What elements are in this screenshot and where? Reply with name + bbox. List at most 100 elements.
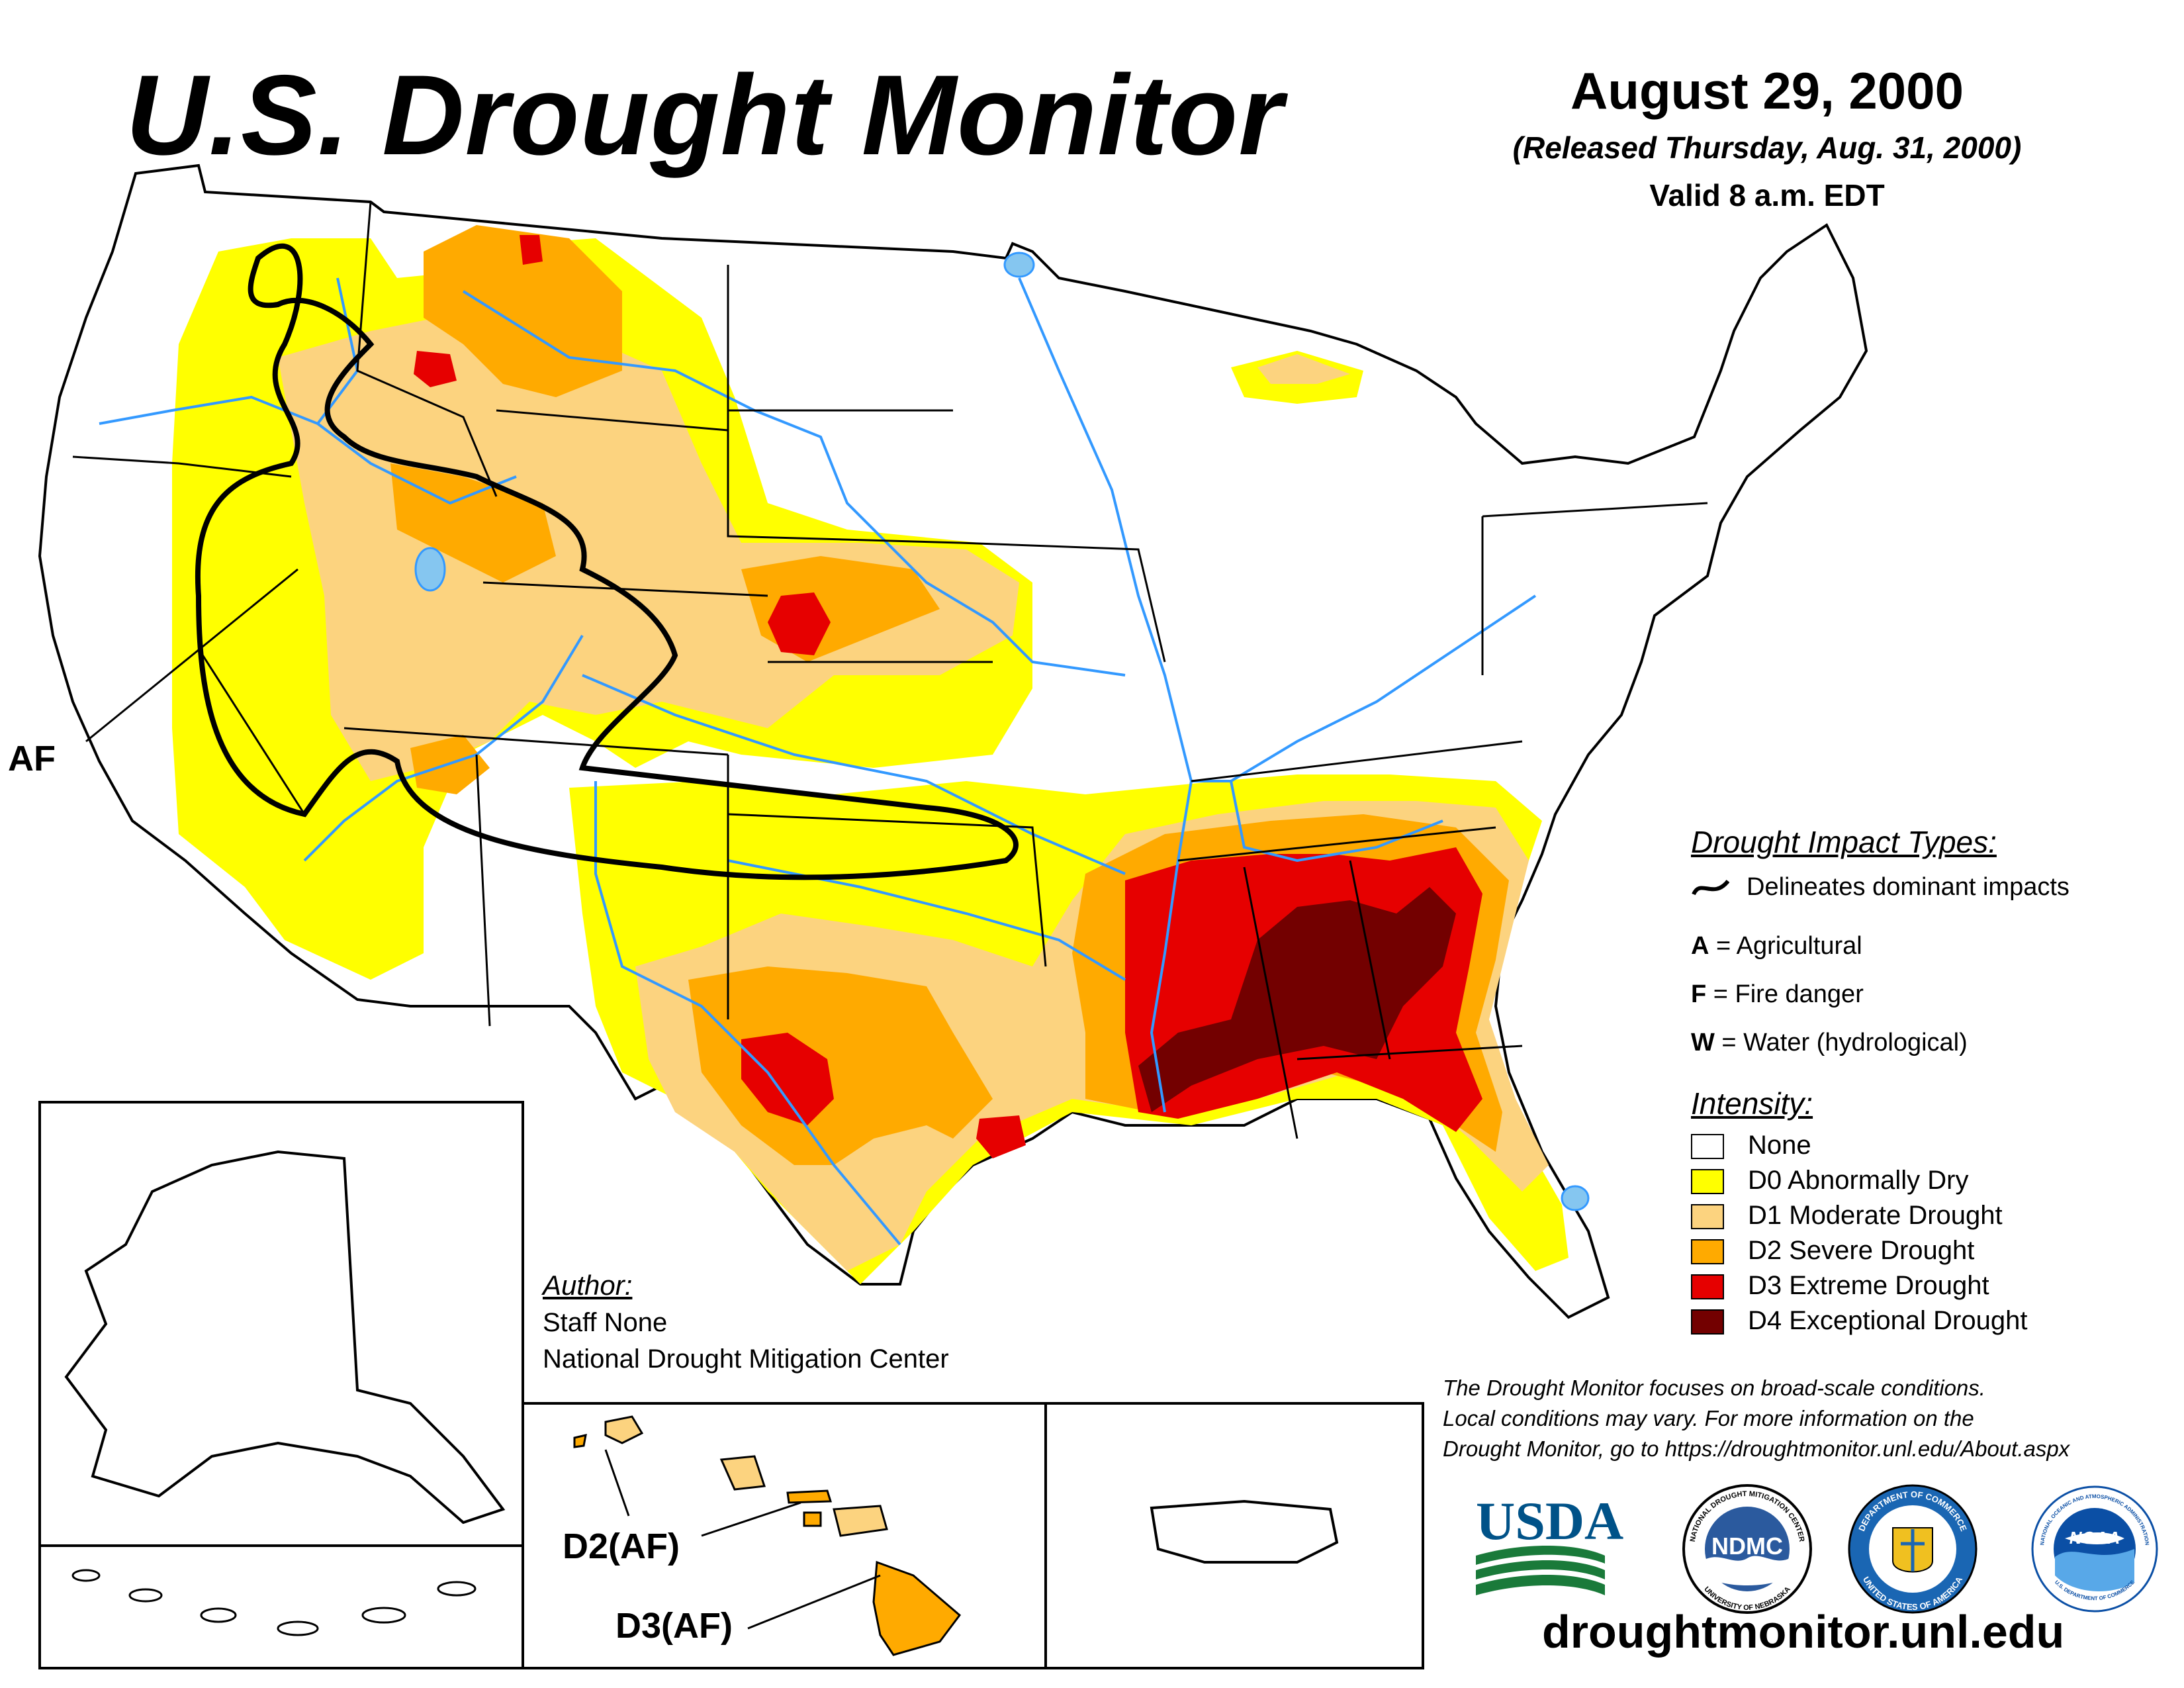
author-heading: Author: — [543, 1270, 633, 1301]
swatch-d3 — [1691, 1274, 1724, 1300]
aleutian-island — [437, 1581, 477, 1597]
valid-time: Valid 8 a.m. EDT — [1649, 178, 1885, 212]
d3-houston-spot — [976, 1115, 1026, 1158]
lake-of-the-woods — [1003, 252, 1035, 278]
border-wa-or — [72, 455, 292, 478]
intensity-row-d4: D4 Exceptional Drought — [1691, 1306, 2027, 1336]
river-colorado — [303, 634, 584, 862]
impact-line-symbol — [1692, 879, 1730, 896]
label-d3-af: D3(AF) — [615, 1606, 733, 1646]
d1-west-area — [278, 311, 1019, 781]
aleutians-inset-frame — [38, 1544, 524, 1669]
aleutian-island — [200, 1607, 237, 1623]
puerto-rico-outline — [1150, 1499, 1339, 1564]
border-ny-pa — [1482, 502, 1708, 518]
border-id-mt — [356, 201, 498, 497]
noaa-logo: NOAA NATIONAL OCEANIC AND ATMOSPHERIC AD… — [2031, 1485, 2158, 1613]
border-ut-az — [343, 727, 729, 756]
border-ga-fl — [1297, 1045, 1523, 1060]
impact-item-w: W = Water (hydrological) — [1691, 1029, 1968, 1056]
usda-logo: USDA — [1476, 1491, 1623, 1595]
border-tn — [1177, 826, 1496, 862]
d2-texas-area — [688, 966, 993, 1165]
swatch-d4 — [1691, 1309, 1724, 1335]
aleutian-island — [361, 1607, 406, 1624]
intensity-row-d0: D0 Abnormally Dry — [1691, 1166, 2027, 1196]
hawaii-island-kauai — [604, 1415, 644, 1444]
d3-texas-spot — [741, 1033, 834, 1125]
ndmc-wordmark: NDMC — [1711, 1532, 1783, 1560]
noaa-wordmark: NOAA — [2070, 1528, 2120, 1548]
intensity-row-d3: D3 Extreme Drought — [1691, 1271, 2027, 1301]
river-arkansas — [582, 674, 1126, 875]
release-date: (Released Thursday, Aug. 31, 2000) — [1512, 130, 2022, 165]
d2-montana-area — [424, 225, 622, 397]
website-url[interactable]: droughtmonitor.unl.edu — [1542, 1606, 2065, 1658]
aleutian-island — [128, 1588, 163, 1603]
d3-nebraska-spot — [768, 592, 831, 655]
author-org: National Drought Mitigation Center — [543, 1344, 949, 1374]
d1-michigan-up — [1257, 354, 1350, 384]
great-salt-lake — [414, 547, 446, 592]
impact-item-f: F = Fire danger — [1691, 980, 1864, 1008]
d3-leader-line — [747, 1574, 881, 1630]
border-ms-al — [1243, 867, 1298, 1139]
label-d2-af: D2(AF) — [563, 1526, 680, 1566]
commerce-seal: DEPARTMENT OF COMMERCE UNITED STATES OF … — [1848, 1484, 1978, 1614]
hawaii-island-lanai — [803, 1511, 822, 1527]
d2-leader-line-1 — [604, 1449, 630, 1517]
impact-legend: Drought Impact Types: Delineates dominan… — [1691, 824, 2070, 1057]
disclaimer-line: Drought Monitor, go to https://droughtmo… — [1443, 1436, 2070, 1461]
intensity-row-d1: D1 Moderate Drought — [1691, 1201, 2027, 1231]
swatch-d1 — [1691, 1204, 1724, 1230]
d4-areas — [1138, 887, 1456, 1112]
af-leader-lines — [85, 568, 306, 815]
intensity-row-none: None — [1691, 1131, 2027, 1160]
intensity-legend: Intensity: None D0 Abnormally Dry D1 Mod… — [1691, 1086, 2027, 1336]
label-af-west: AF — [8, 739, 56, 778]
map-date: August 29, 2000 — [1570, 62, 1964, 120]
river-ohio — [1191, 594, 1537, 782]
impact-types-heading: Drought Impact Types: — [1691, 825, 1997, 859]
impact-legend-row: Delineates dominant impacts — [1691, 873, 2070, 902]
puerto-rico-inset-frame — [1044, 1402, 1424, 1669]
border-ok — [727, 813, 1047, 967]
intensity-row-d2: D2 Severe Drought — [1691, 1236, 2027, 1266]
impact-outline-west — [195, 243, 1019, 880]
border-al-ga — [1349, 860, 1391, 1060]
d3-montana-spot — [520, 235, 543, 265]
delineates-text: Delineates dominant impacts — [1747, 873, 2070, 901]
border-ky — [1191, 740, 1523, 782]
border-az-nm — [475, 754, 491, 1027]
page-title: U.S. Drought Monitor — [126, 52, 1284, 179]
ndmc-logo: NDMC NATIONAL DROUGHT MITIGATION CENTER … — [1682, 1484, 1812, 1614]
impact-item-a: A = Agricultural — [1691, 932, 1862, 960]
state-boundaries — [72, 201, 1708, 1139]
disclaimer-line: Local conditions may vary. For more info… — [1443, 1406, 1974, 1430]
af-leader-line-2 — [197, 648, 306, 815]
hawaii-inset-frame — [522, 1402, 1047, 1669]
intensity-heading: Intensity: — [1691, 1086, 1813, 1121]
hawaii-leader-lines — [604, 1449, 881, 1630]
author-block: Author: Staff None National Drought Miti… — [543, 1270, 949, 1374]
d2-leader-line-2 — [701, 1501, 801, 1537]
swatch-d0 — [1691, 1169, 1724, 1195]
river-rio-grande — [594, 781, 901, 1246]
alaska-outline — [64, 1150, 506, 1524]
border-mt-wy — [496, 409, 729, 432]
hawaii-island-niihau — [573, 1434, 587, 1448]
aleutian-islands — [71, 1569, 477, 1636]
partner-logos: USDA NDMC NATIONAL DROUGHT MITIGATION CE… — [1476, 1484, 2158, 1614]
aleutian-island — [71, 1569, 101, 1582]
swatch-none — [1691, 1134, 1724, 1160]
disclaimer-line: The Drought Monitor focuses on broad-sca… — [1443, 1376, 1985, 1400]
border-wy-co — [482, 581, 768, 597]
river-snake — [316, 422, 517, 505]
aleutian-island — [277, 1620, 319, 1636]
d4-southeast-area — [1138, 887, 1456, 1112]
usda-wordmark: USDA — [1476, 1491, 1623, 1551]
swatch-d2 — [1691, 1239, 1724, 1265]
hawaii-island-molokai — [786, 1489, 833, 1504]
hawaii-island-oahu — [719, 1455, 766, 1491]
